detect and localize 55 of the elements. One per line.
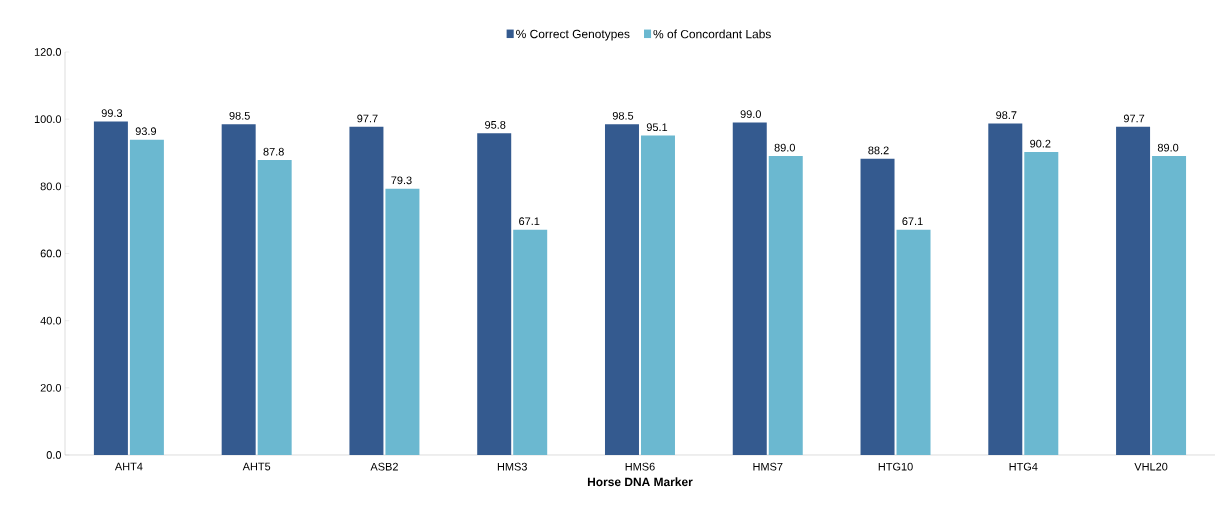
bar [860,158,895,455]
y-tick-label: 120.0 [34,48,62,56]
bar [349,126,384,455]
legend-label: % of Concordant Labs [653,29,771,39]
data-label: 93.9 [135,127,157,136]
x-tick-label: HMS6 [625,462,655,471]
bar [93,121,128,455]
x-tick-label: ASB2 [370,462,398,471]
x-tick-label: HTG10 [878,462,913,471]
bar [732,122,767,455]
x-tick-label: AHT4 [114,462,143,471]
data-label: 87.8 [263,147,284,156]
legend-label: % Correct Genotypes [516,29,630,41]
y-tick-label: 0.0 [46,451,62,459]
data-label: 88.2 [868,146,889,155]
data-label: 89.0 [1157,143,1179,152]
data-label: 99.0 [740,110,761,118]
x-tick-label: AHT5 [242,462,271,471]
bar [221,124,256,455]
data-label: 67.1 [902,217,923,226]
bar [1024,152,1059,455]
bar [1152,156,1187,455]
data-label: 67.1 [519,217,540,226]
x-tick-label: HMS7 [753,462,783,471]
bar [640,135,675,455]
x-tick-label: HMS3 [497,462,527,471]
data-label: 97.7 [357,114,378,123]
y-tick-label: 80.0 [40,182,62,191]
data-label: 89.0 [774,143,795,152]
data-label: 95.1 [646,123,668,132]
x-tick-label: HTG4 [1009,462,1038,471]
y-tick-label: 60.0 [40,249,62,258]
bar [768,156,803,455]
data-label: 90.2 [1030,139,1051,148]
y-tick-label: 100.0 [34,115,62,124]
data-label: 97.7 [1123,114,1145,123]
y-tick-label: 40.0 [40,316,62,325]
data-label: 98.5 [612,111,634,120]
bar [896,229,931,455]
data-label: 99.3 [101,109,123,117]
bar [513,229,548,455]
bar [988,123,1023,455]
y-tick-label: 20.0 [40,383,62,392]
x-axis-title: Horse DNA Marker [587,477,693,487]
x-tick-label: VHL20 [1134,462,1168,471]
data-label: 79.3 [391,176,412,185]
data-label: 95.8 [485,120,506,129]
bar [129,139,164,455]
bar [257,160,292,455]
bar [1116,126,1151,455]
bar [604,124,639,455]
data-label: 98.5 [229,111,250,120]
bar [477,133,512,455]
data-label: 98.7 [996,111,1017,119]
bar [385,188,420,455]
